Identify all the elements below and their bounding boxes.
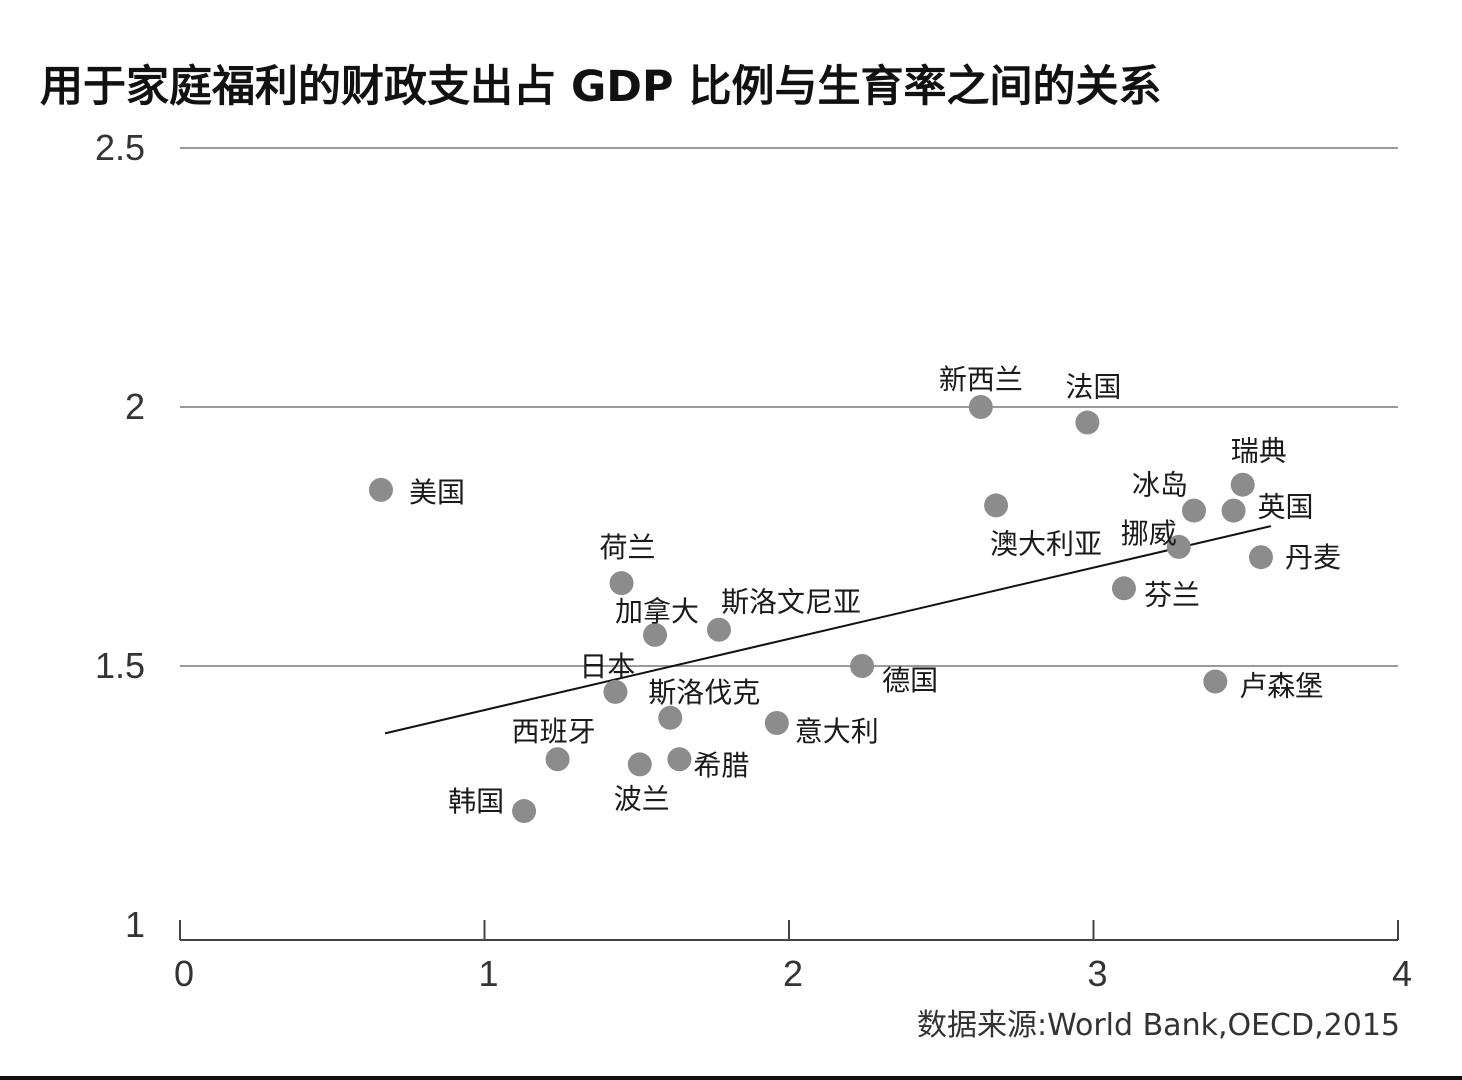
point-label: 西班牙 — [512, 715, 596, 748]
data-point — [1203, 669, 1228, 694]
point-label: 瑞典 — [1231, 435, 1287, 468]
data-point — [1248, 545, 1273, 570]
y-tick-label: 2.5 — [95, 127, 145, 168]
data-point — [627, 752, 652, 777]
point-label: 美国 — [409, 476, 465, 509]
data-point — [1221, 498, 1246, 523]
x-axis-ticks: 0 1 2 3 4 — [174, 953, 1412, 994]
data-point — [1075, 410, 1100, 435]
x-axis — [179, 920, 1399, 941]
y-tick-label: 2 — [125, 386, 145, 427]
point-label: 斯洛伐克 — [648, 676, 760, 709]
x-tick-label: 2 — [783, 953, 803, 994]
data-point — [643, 622, 668, 647]
data-point — [667, 747, 692, 772]
trend-line — [384, 525, 1272, 735]
data-point — [658, 705, 683, 730]
point-label: 挪威 — [1121, 517, 1177, 550]
point-label: 意大利 — [795, 715, 879, 748]
point-label: 波兰 — [614, 782, 670, 815]
x-tick-label: 0 — [174, 953, 194, 994]
data-point — [706, 617, 731, 642]
point-label: 新西兰 — [939, 363, 1023, 396]
trend-layer — [384, 525, 1272, 735]
data-point — [1111, 576, 1136, 601]
data-point — [1230, 472, 1255, 497]
point-label: 英国 — [1258, 491, 1314, 524]
x-tick-label: 1 — [478, 953, 498, 994]
point-label: 韩国 — [448, 785, 504, 818]
grid-layer — [180, 147, 1398, 667]
y-tick-label: 1.5 — [95, 645, 145, 686]
x-tick-label: 3 — [1087, 953, 1107, 994]
data-point — [603, 679, 628, 704]
point-label: 德国 — [882, 664, 938, 697]
data-point — [512, 799, 537, 824]
point-label: 法国 — [1065, 371, 1121, 404]
data-point — [368, 477, 393, 502]
data-point — [968, 395, 993, 419]
data-point — [984, 493, 1009, 518]
point-layer — [368, 395, 1273, 824]
point-label: 加拿大 — [615, 595, 699, 628]
data-point — [1181, 498, 1206, 523]
point-label: 日本 — [579, 650, 635, 683]
y-axis-ticks: 1 1.5 2 2.5 — [95, 127, 145, 945]
source-note: 数据来源:World Bank,OECD,2015 — [916, 1008, 1400, 1043]
point-label: 希腊 — [693, 749, 749, 782]
data-point — [609, 571, 634, 596]
point-label: 冰岛 — [1132, 469, 1188, 502]
data-point — [1166, 534, 1191, 559]
data-point — [545, 747, 570, 772]
point-label: 斯洛文尼亚 — [721, 586, 861, 619]
data-point — [764, 710, 789, 735]
data-point — [850, 654, 875, 678]
point-label: 丹麦 — [1285, 541, 1341, 574]
point-label: 卢森堡 — [1239, 670, 1323, 703]
point-label: 澳大利亚 — [990, 527, 1102, 560]
y-tick-label: 1 — [125, 904, 145, 945]
chart-title: 用于家庭福利的财政支出占 GDP 比例与生育率之间的关系 — [40, 62, 1162, 112]
bottom-divider — [0, 1076, 1462, 1080]
x-tick-label: 4 — [1392, 953, 1412, 994]
point-label: 芬兰 — [1144, 578, 1200, 611]
point-label: 荷兰 — [600, 531, 656, 564]
